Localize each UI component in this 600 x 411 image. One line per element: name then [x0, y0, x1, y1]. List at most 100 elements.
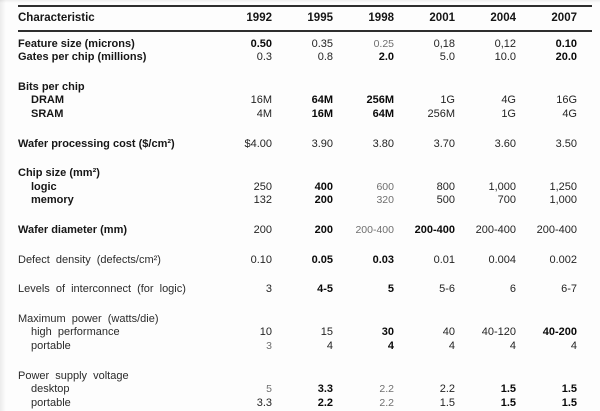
table-row: portable 3.3 2.2 2.2 1.5 1.5 1.5 — [18, 397, 592, 411]
value-cell: 3 — [266, 339, 272, 352]
value-cell: 0.8 — [317, 51, 333, 64]
row-label: Wafer diameter (mm) — [18, 223, 128, 236]
value-cell: 200-400 — [536, 223, 577, 236]
value-cell: 256M — [366, 94, 394, 107]
table-row: Levels of interconnect (for logic) 3 4-5 5 5… — [18, 283, 592, 297]
row-label: Gates per chip (millions) — [18, 51, 147, 64]
table-row: memory 132 200 320 500 700 1,000 — [18, 194, 592, 208]
value-cell: 1.5 — [500, 396, 516, 409]
value-cell: 3.3 — [256, 396, 272, 409]
value-cell: 3.60 — [494, 137, 516, 150]
value-cell: 5 — [387, 283, 394, 296]
value-cell: 2.2 — [379, 383, 394, 396]
value-cell: 4M — [256, 107, 272, 120]
value-cell: 200-400 — [355, 223, 394, 236]
value-cell: 16G — [556, 94, 577, 107]
value-cell: 40-120 — [481, 326, 516, 339]
value-cell: 1.5 — [561, 383, 577, 396]
table-top-rule — [18, 5, 592, 7]
row-label: Wafer processing cost ($/cm²) — [18, 137, 175, 150]
table-row: Feature size (microns) 0.50 0.35 0.25 0,18 0,… — [18, 38, 592, 52]
value-cell: 800 — [436, 180, 455, 193]
value-cell: 4 — [387, 339, 394, 352]
value-cell: 2.2 — [317, 396, 333, 409]
value-cell: 1,000 — [549, 194, 577, 207]
row-label: logic — [31, 180, 57, 193]
value-cell: 0.3 — [256, 51, 272, 64]
value-cell: 3.90 — [311, 137, 333, 150]
row-label: SRAM — [31, 107, 64, 120]
value-cell: 200 — [314, 194, 333, 207]
value-cell: 0,12 — [494, 37, 516, 50]
table-row: Wafer diameter (mm) 200 200 200-400 200-400 2… — [18, 224, 592, 238]
value-cell: 6 — [509, 283, 516, 296]
value-cell: 1,000 — [488, 180, 516, 193]
value-cell: 4G — [501, 94, 516, 107]
value-cell: 2.0 — [378, 51, 394, 64]
value-cell: 600 — [376, 180, 394, 193]
value-cell: 200-400 — [475, 223, 516, 236]
row-label: memory — [31, 194, 74, 207]
value-cell: 132 — [253, 194, 272, 207]
row-label: Bits per chip — [18, 80, 85, 93]
table-row: high performance 10 15 30 40 40-120 40-200 — [18, 326, 592, 340]
table-body: Feature size (microns) 0.50 0.35 0.25 0,18 0,… — [18, 32, 592, 411]
value-cell: 64M — [311, 94, 333, 107]
table-header-row: Characteristic 1992 1995 1998 2001 2004 … — [18, 7, 592, 30]
value-cell: 0.01 — [433, 253, 455, 266]
value-cell: 1G — [501, 107, 516, 120]
row-label: Chip size (mm²) — [18, 167, 100, 180]
value-cell: 0.10 — [555, 37, 577, 50]
value-cell: 3.70 — [433, 137, 455, 150]
value-cell: 0.002 — [549, 253, 577, 266]
value-cell: 5-6 — [439, 283, 455, 296]
value-cell: 3 — [265, 283, 272, 296]
row-label: high performance — [31, 326, 120, 339]
row-label: Levels of interconnect (for logic) — [18, 283, 186, 296]
section-row: Power supply voltage — [18, 370, 592, 384]
value-cell: 20.0 — [555, 51, 577, 64]
value-cell: 1,250 — [549, 180, 577, 193]
row-label: Feature size (microns) — [18, 37, 135, 50]
value-cell: 250 — [253, 180, 272, 193]
value-cell: 0.03 — [372, 253, 394, 266]
value-cell: 0.50 — [250, 37, 272, 50]
value-cell: 3.80 — [372, 137, 394, 150]
value-cell: 200 — [314, 223, 333, 236]
value-cell: 10 — [259, 326, 272, 339]
row-label: portable — [31, 339, 71, 352]
value-cell: 700 — [497, 194, 516, 207]
value-cell: 5 — [266, 383, 272, 396]
table-row: portable 3 4 4 4 4 4 — [18, 340, 592, 354]
value-cell: 256M — [427, 107, 455, 120]
value-cell: 30 — [381, 326, 394, 339]
value-cell: 40 — [442, 326, 455, 339]
value-cell: 1.5 — [500, 383, 516, 396]
value-cell: 4 — [509, 339, 516, 352]
value-cell: 320 — [376, 194, 394, 207]
value-cell: 4 — [448, 339, 455, 352]
value-cell: 1.5 — [561, 396, 577, 409]
value-cell: 200 — [253, 223, 272, 236]
section-row: Bits per chip — [18, 81, 592, 95]
value-cell: 16M — [250, 94, 272, 107]
section-row: Maximum power (watts/die) — [18, 313, 592, 327]
column-header-year: 2007 — [551, 12, 577, 24]
column-header-year: 1998 — [368, 12, 394, 24]
value-cell: 3.50 — [555, 137, 577, 150]
section-row: Chip size (mm²) — [18, 167, 592, 181]
value-cell: 0.35 — [311, 37, 333, 50]
table-row: logic 250 400 600 800 1,000 1,250 — [18, 181, 592, 195]
value-cell: 0,18 — [433, 37, 455, 50]
row-label: desktop — [31, 383, 70, 396]
value-cell: 4 — [326, 339, 333, 352]
row-label: Defect density (defects/cm²) — [18, 253, 161, 266]
value-cell: 16M — [311, 107, 333, 120]
table-row: DRAM 16M 64M 256M 1G 4G 16G — [18, 94, 592, 108]
value-cell: 64M — [372, 107, 394, 120]
value-cell: 10.0 — [494, 51, 516, 64]
row-label: Maximum power (watts/die) — [18, 312, 159, 325]
value-cell: 40-200 — [542, 326, 577, 339]
value-cell: 0.05 — [311, 253, 333, 266]
